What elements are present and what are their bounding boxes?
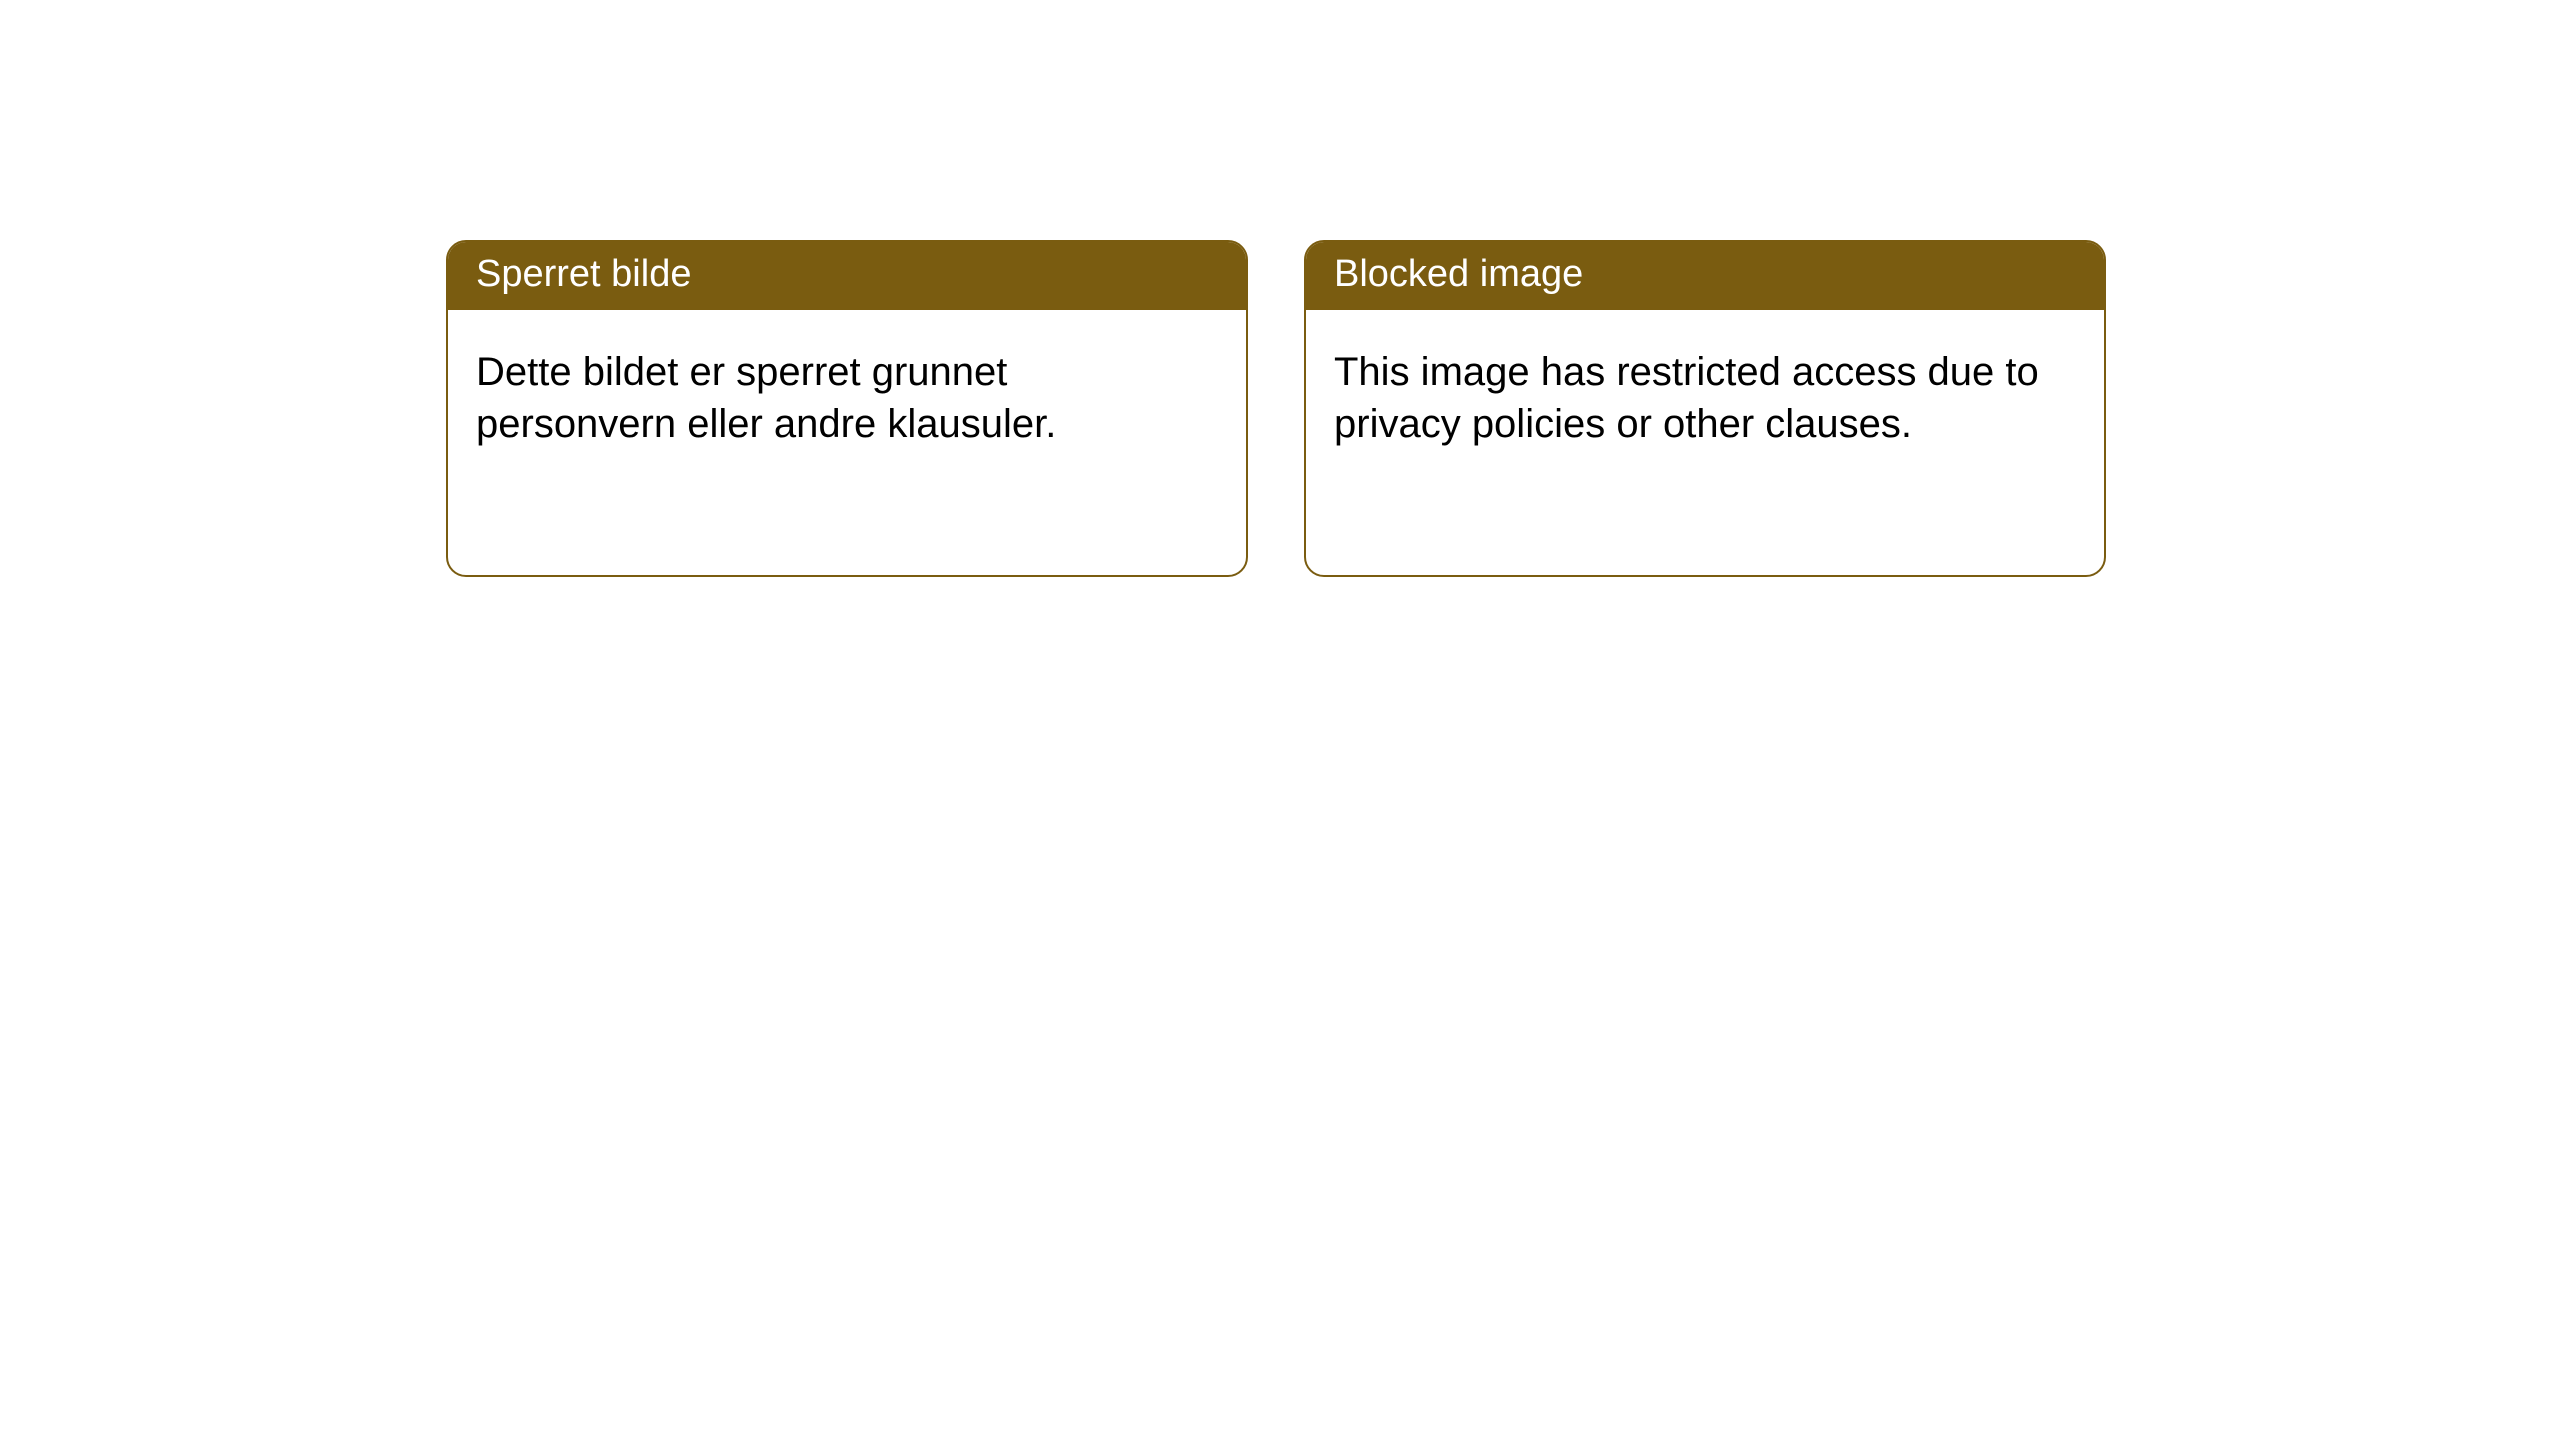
notice-text: This image has restricted access due to … (1334, 350, 2039, 447)
notice-title: Sperret bilde (476, 253, 691, 295)
notice-body: Dette bildet er sperret grunnet personve… (448, 310, 1246, 488)
notice-card-english: Blocked image This image has restricted … (1304, 240, 2106, 577)
notice-header: Sperret bilde (448, 242, 1246, 310)
notice-text: Dette bildet er sperret grunnet personve… (476, 350, 1056, 447)
notice-body: This image has restricted access due to … (1306, 310, 2104, 488)
notice-title: Blocked image (1334, 253, 1583, 295)
notice-header: Blocked image (1306, 242, 2104, 310)
notices-container: Sperret bilde Dette bildet er sperret gr… (446, 240, 2106, 577)
notice-card-norwegian: Sperret bilde Dette bildet er sperret gr… (446, 240, 1248, 577)
